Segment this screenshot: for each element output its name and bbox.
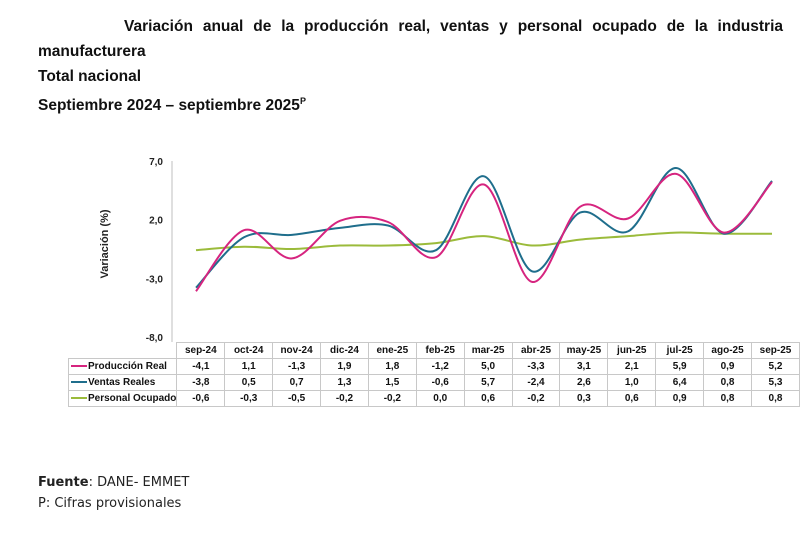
x-tick-label: ago-25: [703, 342, 752, 359]
legend-label: Personal Ocupado: [88, 393, 177, 404]
legend-label: Ventas Reales: [88, 377, 156, 388]
data-label: 6,4: [655, 374, 705, 391]
data-label: 0,9: [655, 390, 705, 407]
title-period-text: Septiembre 2024 – septiembre 2025: [38, 97, 300, 115]
legend-swatch: [71, 397, 87, 400]
data-label: 0,8: [750, 390, 800, 407]
data-label: 5,9: [655, 358, 705, 375]
data-label: -0,6: [176, 390, 226, 407]
data-label: 0,5: [224, 374, 274, 391]
source-value: : DANE- EMMET: [88, 475, 190, 490]
x-tick-label: mar-25: [463, 342, 513, 359]
title-period: Septiembre 2024 – septiembre 2025P: [38, 89, 783, 118]
provisional-superscript: P: [299, 96, 306, 106]
legend-entry: Producción Real: [67, 358, 178, 375]
x-tick-label: jun-25: [607, 342, 657, 359]
data-label: 5,7: [463, 374, 513, 391]
data-label: -0,5: [272, 390, 322, 407]
x-tick-label: sep-25: [750, 342, 800, 359]
line-chart: 7,0 2,0 -3,0 -8,0 Variación (%): [99, 157, 773, 344]
data-label: -0,2: [367, 390, 417, 407]
source-line: Fuente: DANE- EMMET: [38, 472, 189, 493]
legend-swatch: [71, 381, 87, 384]
series-line-ventas-reales: [195, 166, 773, 289]
data-label: 3,1: [559, 358, 609, 375]
data-table: sep-24 oct-24 nov-24 dic-24 ene-25 feb-25 mar-…: [67, 342, 800, 407]
series-lines: [195, 166, 773, 292]
legend-label: Producción Real: [88, 361, 167, 372]
data-label: 0,7: [272, 374, 322, 391]
data-label: -0,2: [320, 390, 369, 407]
x-tick-label: ene-25: [367, 342, 417, 359]
data-label: 0,8: [703, 390, 752, 407]
data-label: 0,9: [703, 358, 752, 375]
x-tick-label: nov-24: [272, 342, 322, 359]
x-tick-label: jul-25: [655, 342, 705, 359]
legend-entry: Personal Ocupado: [67, 390, 178, 407]
data-label: -3,8: [176, 374, 226, 391]
data-label: 0,3: [559, 390, 609, 407]
x-tick-label: dic-24: [320, 342, 369, 359]
x-tick-label: oct-24: [224, 342, 274, 359]
data-label: 2,1: [607, 358, 657, 375]
footer: Fuente: DANE- EMMET P: Cifras provisiona…: [38, 472, 189, 514]
chart-title: Variación anual de la producción real, v…: [38, 14, 783, 118]
data-label: -0,2: [511, 390, 561, 407]
table-corner: [69, 343, 177, 359]
y-tick-label: -3,0: [146, 274, 164, 285]
data-label: -2,4: [511, 374, 561, 391]
y-axis: 7,0 2,0 -3,0 -8,0: [146, 157, 173, 344]
y-axis-label: Variación (%): [99, 209, 111, 278]
series-line-personal-ocupado: [195, 231, 773, 252]
y-tick-label: 2,0: [149, 216, 163, 227]
x-tick-label: sep-24: [176, 342, 226, 359]
y-tick-label: 7,0: [149, 157, 163, 168]
data-label: 0,6: [463, 390, 513, 407]
legend-swatch: [71, 365, 87, 368]
data-label: 0,0: [415, 390, 465, 407]
x-tick-label: may-25: [559, 342, 609, 359]
table-header-row: sep-24 oct-24 nov-24 dic-24 ene-25 feb-25 mar-…: [69, 342, 800, 359]
y-tick-label: -8,0: [146, 333, 164, 344]
data-label: 0,6: [607, 390, 657, 407]
source-label: Fuente: [38, 475, 89, 490]
data-label: 2,6: [559, 374, 609, 391]
data-label: 1,9: [320, 358, 369, 375]
data-label: -3,3: [511, 358, 561, 375]
data-label: 1,3: [320, 374, 369, 391]
data-label: 5,0: [463, 358, 513, 375]
table-row: Personal Ocupado -0,6 -0,3 -0,5 -0,2 -0,2 0,0 0…: [67, 390, 800, 407]
legend-entry: Ventas Reales: [67, 374, 178, 391]
title-line-1: Variación anual de la producción real, v…: [124, 18, 783, 35]
x-tick-label: abr-25: [511, 342, 561, 359]
title-line-2: manufacturera: [38, 43, 146, 60]
data-label: -1,2: [415, 358, 465, 375]
title-subtitle-region: Total nacional: [38, 68, 142, 85]
provisional-note: P: Cifras provisionales: [38, 496, 182, 511]
data-label: 5,3: [750, 374, 800, 391]
data-label: 1,5: [367, 374, 417, 391]
series-line-produccion-real: [195, 172, 773, 292]
data-label: -1,3: [272, 358, 322, 375]
data-label: 1,0: [607, 374, 657, 391]
data-label: -4,1: [176, 358, 226, 375]
data-label: -0,6: [415, 374, 465, 391]
data-label: 1,8: [367, 358, 417, 375]
data-label: -0,3: [224, 390, 274, 407]
data-label: 0,8: [703, 374, 752, 391]
data-label: 5,2: [750, 358, 800, 375]
x-tick-label: feb-25: [415, 342, 465, 359]
data-label: 1,1: [224, 358, 274, 375]
table-body: Producción Real -4,1 1,1 -1,3 1,9 1,8 -1,2 5,0-…: [67, 358, 800, 407]
table-row: Producción Real -4,1 1,1 -1,3 1,9 1,8 -1,2 5,0-…: [67, 358, 800, 375]
table-row: Ventas Reales -3,8 0,5 0,7 1,3 1,5 -0,6 5,7 -2,4…: [67, 374, 800, 391]
